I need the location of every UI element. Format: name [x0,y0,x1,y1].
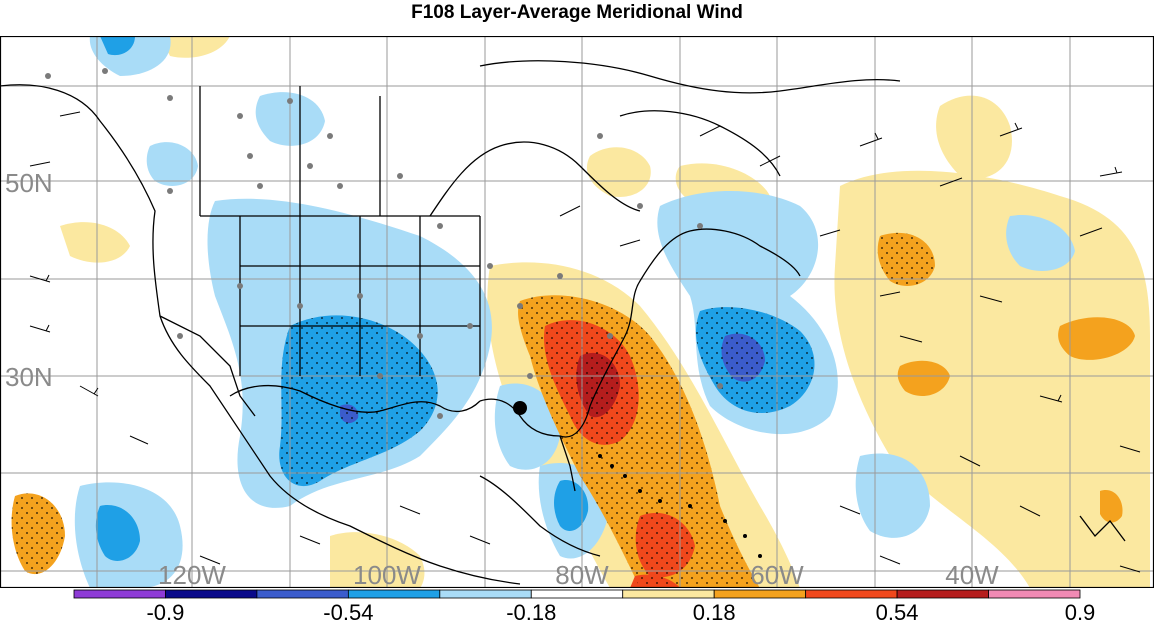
colorbar-swatch [256,589,349,599]
island-features [598,454,762,558]
lon-label-100w: 100W [353,560,421,588]
colorbar-swatch [896,589,989,599]
lon-label-40w: 40W [945,560,999,588]
colorbar-swatch [165,589,258,599]
lon-label-80w: 80W [555,560,609,588]
chart-title: F108 Layer-Average Meridional Wind [411,2,743,23]
colorbar-swatch [73,589,166,599]
observation-sites [45,68,723,419]
coastlines-and-borders [1,60,1126,585]
colorbar-swatch [347,589,441,599]
colorbar-tick-label: 0.18 [693,600,736,622]
colorbar-tick-labels: -0.9 -0.54 -0.18 0.18 0.54 0.9 [146,600,1095,622]
storm-center-marker [513,401,527,415]
colorbar: -0.9 -0.54 -0.18 0.18 0.54 0.9 [73,589,1095,622]
lon-label-60w: 60W [750,560,804,588]
colorbar-swatch [805,589,898,599]
colorbar-swatch [713,589,807,599]
meridional-wind-map: 120W 100W 80W 60W 40W 50N 30N [0,36,1154,588]
lat-label-50n: 50N [5,168,53,198]
colorbar-tick-label: -0.18 [506,600,556,622]
colorbar-swatch [622,589,715,599]
colorbar-tick-label: 0.54 [876,600,919,622]
significance-stippling [11,232,935,587]
colorbar-swatch [988,589,1081,599]
colorbar-swatches [73,589,1081,599]
latitude-labels: 50N 30N [5,168,53,392]
colorbar-swatch [439,589,532,599]
wind-barbs [29,111,1141,573]
longitude-labels: 120W 100W 80W 60W 40W [158,560,999,588]
colorbar-tick-label: -0.9 [146,600,184,622]
colorbar-tick-label: 0.9 [1065,600,1096,622]
colorbar-swatch [530,589,624,599]
colorbar-tick-label: -0.54 [323,600,373,622]
lon-label-120w: 120W [158,560,226,588]
graticule [1,37,1153,587]
lat-label-30n: 30N [5,362,53,392]
